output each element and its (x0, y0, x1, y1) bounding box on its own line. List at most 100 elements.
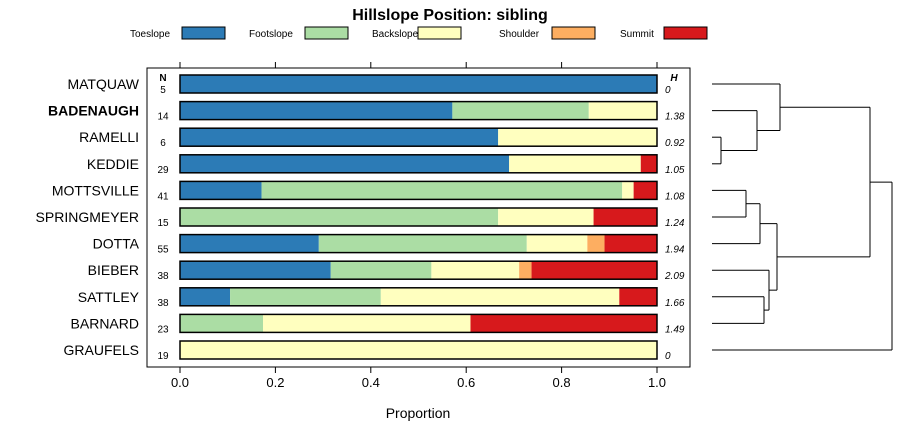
bar-segment-mottsville-footslope (261, 181, 623, 200)
bar-segment-ramelli-backslope (498, 128, 657, 147)
bar-segment-barnard-backslope (262, 314, 471, 333)
row-label-matquaw: MATQUAW (67, 76, 139, 92)
bar-segment-ramelli-toeslope (180, 128, 499, 147)
n-value-mottsville: 41 (157, 191, 169, 202)
bar-segment-badenaugh-toeslope (180, 101, 453, 120)
bar-outline-mottsville (179, 180, 658, 201)
bar-segment-sattley-toeslope (180, 287, 231, 306)
bar-segment-keddie-backslope (509, 154, 641, 173)
bar-outline-sattley (179, 287, 658, 307)
legend-label-backslope: Backslope (372, 29, 419, 40)
bar-segment-badenaugh-backslope (588, 101, 657, 120)
bar-segment-barnard-footslope (180, 314, 263, 333)
x-axis-title: Proportion (386, 405, 451, 421)
h-value-bieber: 2.09 (664, 271, 685, 282)
n-value-ramelli: 6 (160, 138, 166, 149)
bar-segment-mottsville-summit (633, 181, 657, 200)
n-value-matquaw: 5 (160, 85, 166, 96)
n-value-keddie: 29 (157, 165, 169, 176)
h-value-dotta: 1.94 (665, 245, 685, 256)
chart-title: Hillslope Position: sibling (352, 7, 548, 24)
bar-segment-badenaugh-footslope (452, 101, 589, 120)
bar-segment-sattley-summit (619, 287, 657, 306)
x-tick-label-3: 0.6 (457, 375, 475, 390)
x-axis: 0.0 0.2 0.4 0.6 0.8 1.0 (171, 62, 666, 390)
n-value-sattley: 38 (157, 298, 169, 309)
h-value-springmeyer: 1.24 (665, 218, 685, 229)
h-value-keddie: 1.05 (665, 165, 685, 176)
n-value-barnard: 23 (157, 324, 169, 335)
bar-segment-sattley-footslope (230, 287, 381, 306)
h-value-ramelli: 0.92 (665, 138, 685, 149)
row-label-dotta: DOTTA (93, 236, 140, 252)
bar-segment-keddie-summit (640, 154, 657, 173)
bar-segment-springmeyer-summit (593, 208, 657, 226)
legend: Toeslope Footslope Backslope Shoulder Summit (130, 26, 708, 40)
n-value-graufels: 19 (157, 351, 169, 362)
x-tick-label-0: 0.0 (171, 375, 189, 390)
n-value-badenaugh: 14 (157, 112, 169, 123)
h-value-graufels: 0 (665, 351, 671, 362)
bar-segment-bieber-shoulder (519, 261, 532, 280)
legend-swatch-shoulder (551, 26, 596, 40)
bar-segment-bieber-backslope (431, 261, 520, 280)
bar-outline-keddie (179, 154, 658, 174)
h-value-barnard: 1.49 (665, 324, 685, 335)
row-label-bieber: BIEBER (88, 262, 139, 278)
row-label-keddie: KEDDIE (87, 156, 139, 172)
bar-segment-sattley-backslope (380, 287, 620, 306)
bar-segment-dotta-toeslope (180, 234, 319, 253)
bar-segment-dotta-footslope (318, 234, 527, 253)
x-tick-label-4: 0.8 (553, 375, 571, 390)
bar-segment-dotta-summit (604, 234, 657, 253)
bar-segment-keddie-toeslope (180, 154, 510, 173)
row-label-graufels: GRAUFELS (64, 342, 139, 358)
n-value-dotta: 55 (157, 245, 169, 256)
row-label-barnard: BARNARD (71, 315, 139, 331)
x-tick-label-2: 0.4 (362, 375, 380, 390)
row-label-springmeyer: SPRINGMEYER (36, 209, 139, 225)
bar-outline-matquaw (179, 74, 658, 94)
row-label-badenaugh: BADENAUGH (48, 103, 139, 119)
bar-segment-bieber-toeslope (180, 261, 331, 280)
bar-outline-badenaugh (179, 100, 658, 121)
bars (179, 74, 658, 360)
bar-outline-springmeyer (179, 207, 658, 227)
panel-frame (146, 67, 691, 368)
h-value-matquaw: 0 (665, 85, 671, 96)
legend-swatch-footslope (304, 26, 349, 40)
bar-outline-dotta (179, 233, 658, 254)
n-column-header: N (159, 73, 166, 84)
dendrogram (712, 83, 893, 351)
bar-segment-graufels-backslope (180, 341, 657, 359)
n-value-springmeyer: 15 (157, 218, 169, 229)
h-value-sattley: 1.66 (665, 298, 685, 309)
row-label-sattley: SATTLEY (78, 289, 140, 305)
legend-swatch-toeslope (181, 26, 226, 40)
bar-segment-springmeyer-footslope (180, 208, 499, 226)
row-label-mottsville: MOTTSVILLE (52, 182, 139, 198)
h-value-badenaugh: 1.38 (665, 112, 685, 123)
h-column-header: H (670, 73, 678, 84)
bar-segment-mottsville-toeslope (180, 181, 262, 200)
x-tick-label-5: 1.0 (648, 375, 666, 390)
bar-segment-matquaw-toeslope (180, 75, 657, 93)
bar-outline-graufels (179, 340, 658, 360)
bar-segment-bieber-footslope (330, 261, 432, 280)
bar-outline-bieber (179, 260, 658, 280)
legend-label-summit: Summit (620, 29, 654, 40)
legend-label-footslope: Footslope (249, 29, 293, 40)
bar-outline-ramelli (179, 127, 658, 147)
bar-segment-springmeyer-backslope (498, 208, 594, 226)
bar-segment-dotta-backslope (526, 234, 588, 253)
bar-segment-dotta-shoulder (587, 234, 605, 253)
bar-outline-barnard (179, 313, 658, 334)
x-tick-label-1: 0.2 (266, 375, 284, 390)
legend-label-toeslope: Toeslope (130, 29, 170, 40)
h-value-mottsville: 1.08 (665, 191, 685, 202)
row-labels: MATQUAW 5 0 BADENAUGH 14 1.38 RAMELLI 6 0.92 KEDD… (36, 76, 685, 362)
row-label-ramelli: RAMELLI (79, 129, 139, 145)
legend-swatch-summit (663, 26, 708, 40)
